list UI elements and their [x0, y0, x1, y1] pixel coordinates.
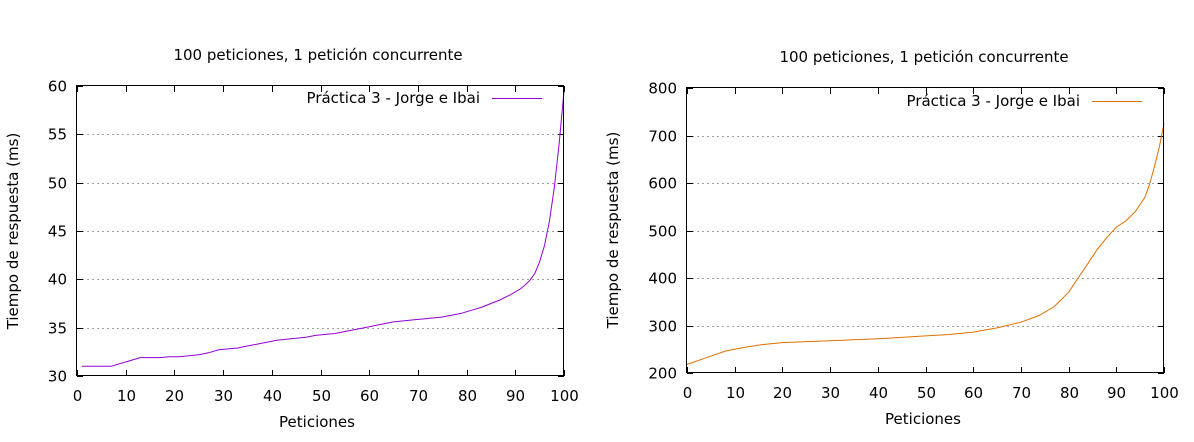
chart-left-ytick-label: 40	[48, 271, 67, 289]
chart-left-plot	[81, 90, 565, 367]
chart-right-xtick-label: 60	[964, 384, 983, 402]
chart-right-ticks: 200 300 400 500 600 700 800 0 10 20 30 40 50 60 70 80 90…	[648, 80, 1178, 403]
chart-left-xtick-label: 20	[165, 387, 184, 405]
chart-right-xtick-label: 90	[1107, 384, 1126, 402]
chart-left-xtick-label: 40	[263, 387, 282, 405]
chart-right-ytick-label: 400	[648, 270, 677, 288]
chart-right-plot	[686, 123, 1165, 365]
chart-left-ylabel: Tiempo de respuesta (ms)	[4, 133, 22, 331]
chart-left-xlabel: Peticiones	[279, 413, 355, 431]
chart-left-xtick-label: 60	[360, 387, 379, 405]
chart-right-gridlines	[687, 136, 1164, 327]
chart-right-xtick-label: 10	[726, 384, 745, 402]
chart-right-ytick-label: 300	[648, 318, 677, 336]
chart-left-ytick-label: 50	[48, 175, 67, 193]
chart-right-ytick-label: 600	[648, 175, 677, 193]
chart-right-title: 100 peticiones, 1 petición concurrente	[779, 48, 1068, 66]
chart-right-xtick-label: 80	[1060, 384, 1079, 402]
chart-right-xtick-label: 40	[869, 384, 888, 402]
chart-left: 100 peticiones, 1 petición concurrente P…	[4, 46, 579, 431]
chart-left-xtick-label: 70	[409, 387, 428, 405]
chart-left-xtick-label: 50	[312, 387, 331, 405]
chart-left-ytick-label: 35	[48, 320, 67, 338]
chart-right-ytick-label: 200	[648, 365, 677, 383]
chart-right-series-line	[686, 123, 1165, 365]
chart-left-ytick-label: 30	[48, 368, 67, 386]
chart-right-xtick-label: 30	[821, 384, 840, 402]
chart-right-xtick-label: 20	[773, 384, 792, 402]
chart-right-ytick-label: 800	[648, 80, 677, 98]
chart-right-ytick-label: 700	[648, 128, 677, 146]
chart-right-frame	[686, 87, 1164, 373]
chart-left-frame	[76, 85, 564, 376]
chart-right-xtick-label: 50	[917, 384, 936, 402]
chart-left-gridlines	[77, 134, 564, 329]
chart-left-xtick-label: 0	[73, 387, 83, 405]
chart-right-xlabel: Peticiones	[885, 410, 961, 428]
chart-left-xtick-label: 100	[550, 387, 579, 405]
chart-left-xtick-label: 10	[117, 387, 136, 405]
chart-left-ytick-label: 60	[48, 78, 67, 96]
chart-right-xtick-label: 0	[683, 384, 693, 402]
chart-left-ytick-label: 45	[48, 223, 67, 241]
chart-left-title: 100 peticiones, 1 petición concurrente	[173, 46, 462, 64]
chart-left-xtick-label: 80	[458, 387, 477, 405]
chart-right-xtick-label: 100	[1150, 384, 1179, 402]
chart-left-legend-label: Práctica 3 - Jorge e Ibai	[307, 89, 480, 107]
chart-right-ytick-label: 500	[648, 223, 677, 241]
chart-left-xtick-label: 30	[214, 387, 233, 405]
chart-right-legend-label: Práctica 3 - Jorge e Ibai	[907, 92, 1080, 110]
chart-left-xtick-label: 90	[506, 387, 525, 405]
chart-left-ticks: 30 35 40 45 50 55 60 0 10 20 30 40 50 60 70 80 90 100	[48, 78, 579, 406]
chart-right-xtick-label: 70	[1012, 384, 1031, 402]
chart-right-ylabel: Tiempo de respuesta (ms)	[604, 132, 622, 330]
chart-right: 100 peticiones, 1 petición concurrente P…	[604, 48, 1179, 428]
chart-left-ytick-label: 55	[48, 126, 67, 144]
chart-left-series-line	[81, 90, 565, 367]
